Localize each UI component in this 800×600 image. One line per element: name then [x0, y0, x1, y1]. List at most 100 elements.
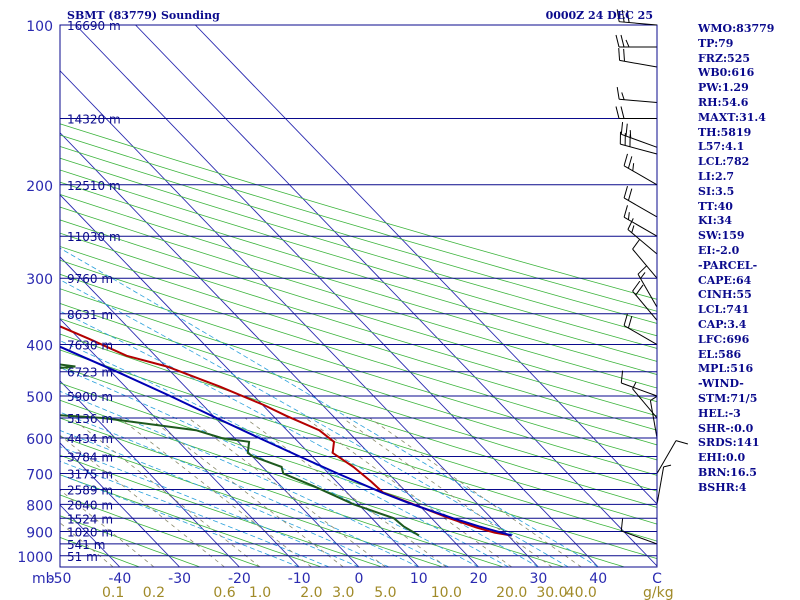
wind-barb-shaft	[623, 197, 658, 218]
wind-barb	[615, 34, 657, 48]
pressure-tick-label: 1000	[17, 550, 53, 566]
dry-adiabat-line	[60, 232, 657, 417]
dry-adiabat-line	[60, 169, 657, 349]
sounding-index-item: LCL:741	[698, 303, 750, 317]
isotherm-line	[60, 380, 240, 567]
pressure-tick-label: 100	[26, 19, 53, 35]
wind-barb-flag	[632, 280, 641, 292]
wind-barb-flag	[620, 121, 624, 135]
temperature-unit-label: C	[652, 571, 662, 587]
mixing-ratio-line	[188, 417, 386, 567]
pressure-unit-label: mb	[32, 571, 55, 587]
dry-adiabat-line	[60, 303, 657, 492]
pressure-tick-label: 700	[26, 468, 53, 484]
isotherm-line	[60, 70, 539, 567]
isotherm-line	[60, 566, 61, 567]
height-label: 1020 m	[67, 525, 113, 539]
mixing-ratio-labels: 0.1 0.2 0.6 1.0 2.0 3.0 5.0 10.0 20.0 30.040.0	[102, 585, 597, 600]
wind-barb-shaft	[632, 388, 658, 419]
height-label: 5900 m	[67, 390, 113, 404]
wind-barb-flag	[627, 218, 634, 230]
mixing-ratio-line	[71, 417, 261, 567]
dry-adiabat-line	[60, 273, 657, 461]
sounding-index-item: EL:586	[698, 347, 742, 361]
sounding-index-item: SI:3.5	[698, 184, 735, 198]
sounding-index-item: EHI:0.0	[698, 451, 746, 465]
wind-barb-shaft	[637, 273, 658, 308]
mixing-ratio-line	[342, 417, 553, 567]
wind-barb-flag	[615, 34, 620, 48]
mixing-ratio-unit-label: g/kg	[643, 585, 674, 600]
wind-barb	[632, 280, 658, 321]
sounding-index-item: MPL:516	[698, 362, 754, 376]
sounding-index-item: SHR-:0.0	[698, 421, 754, 435]
dry-adiabat-line	[60, 474, 322, 567]
moist-adiabat-line	[60, 411, 419, 567]
sounding-index-item: RH:54.6	[698, 95, 749, 109]
height-label: 7630 m	[67, 339, 113, 353]
wind-barb-flag	[640, 272, 646, 279]
mixing-ratio-label: 0.2	[143, 585, 165, 600]
wind-barb-shaft	[632, 248, 658, 279]
dry-adiabat-line	[60, 206, 657, 389]
wind-barb-flag	[663, 464, 672, 468]
temperature-tick-label: 40	[589, 571, 607, 587]
dry-adiabat-line	[60, 399, 564, 567]
dry-adiabat-line	[60, 382, 625, 567]
wind-barb-shaft	[656, 466, 665, 505]
moist-adiabat-line	[60, 247, 599, 567]
temperature-tick-labels: -50 -40 -30 -20 -10 0 10 20 30 40	[49, 571, 608, 587]
dry-adiabat-line	[60, 134, 657, 312]
moist-adiabat-line	[60, 474, 300, 567]
isotherm-line	[135, 25, 657, 567]
sounding-index-item: TP:79	[698, 36, 734, 50]
wind-barb-flag	[632, 163, 635, 171]
wind-barb	[623, 205, 658, 237]
dry-adiabat-line	[60, 259, 657, 446]
plot-frame	[59, 24, 658, 568]
isotherm-line	[194, 25, 657, 505]
wind-barb	[618, 48, 658, 68]
sounding-index-item: BRN:16.5	[698, 465, 757, 479]
wind-barb-shaft	[619, 21, 658, 26]
mixing-ratio-label: 0.1	[102, 585, 124, 600]
mixing-ratio-line	[119, 417, 312, 567]
wind-barb-flag	[623, 48, 626, 62]
wind-barb-shaft	[623, 216, 658, 237]
dewpoint-trace	[60, 363, 420, 537]
wind-barb-flag	[625, 39, 630, 48]
wind-barb-shaft	[656, 440, 677, 474]
height-label: 14320 m	[67, 112, 121, 126]
height-label: 2040 m	[67, 498, 113, 512]
temperature-tick-label: -20	[228, 571, 251, 587]
wind-barb-flag	[627, 156, 633, 169]
dry-adiabat-line	[60, 157, 657, 337]
dry-adiabat-line	[60, 454, 383, 567]
temperature-tick-label: -50	[49, 571, 72, 587]
dry-adiabat-line	[60, 333, 657, 525]
sounding-index-item: FRZ:525	[698, 51, 751, 65]
sounding-index-item: LCL:782	[698, 155, 750, 169]
pressure-tick-label: 600	[26, 432, 53, 448]
height-label: 8631 m	[67, 308, 113, 322]
mixing-ratio-label: 0.6	[213, 585, 235, 600]
isobar-grid	[60, 25, 657, 557]
sounding-index-item: MAXT:31.4	[698, 110, 766, 124]
moist-adiabat-line	[60, 430, 390, 567]
wind-barb-flag	[620, 34, 625, 48]
wind-barb-shaft	[619, 98, 658, 104]
sounding-index-item: PW:1.29	[698, 81, 749, 95]
mixing-ratio-line	[369, 417, 582, 567]
wind-barb	[619, 131, 658, 155]
sounding-index-item: HEL:-3	[698, 406, 741, 420]
height-label: 541 m	[67, 538, 105, 552]
sounding-index-item: CINH:55	[698, 288, 752, 302]
sounding-index-item: STM:71/5	[698, 391, 758, 405]
wind-barb-shaft	[621, 530, 658, 545]
dry-adiabat-line	[60, 417, 504, 567]
isotherm-line	[60, 318, 300, 567]
dry-adiabat-line	[60, 146, 657, 324]
wind-barb	[623, 185, 658, 218]
wind-barb	[649, 395, 658, 439]
wind-barb-flag	[632, 381, 637, 390]
